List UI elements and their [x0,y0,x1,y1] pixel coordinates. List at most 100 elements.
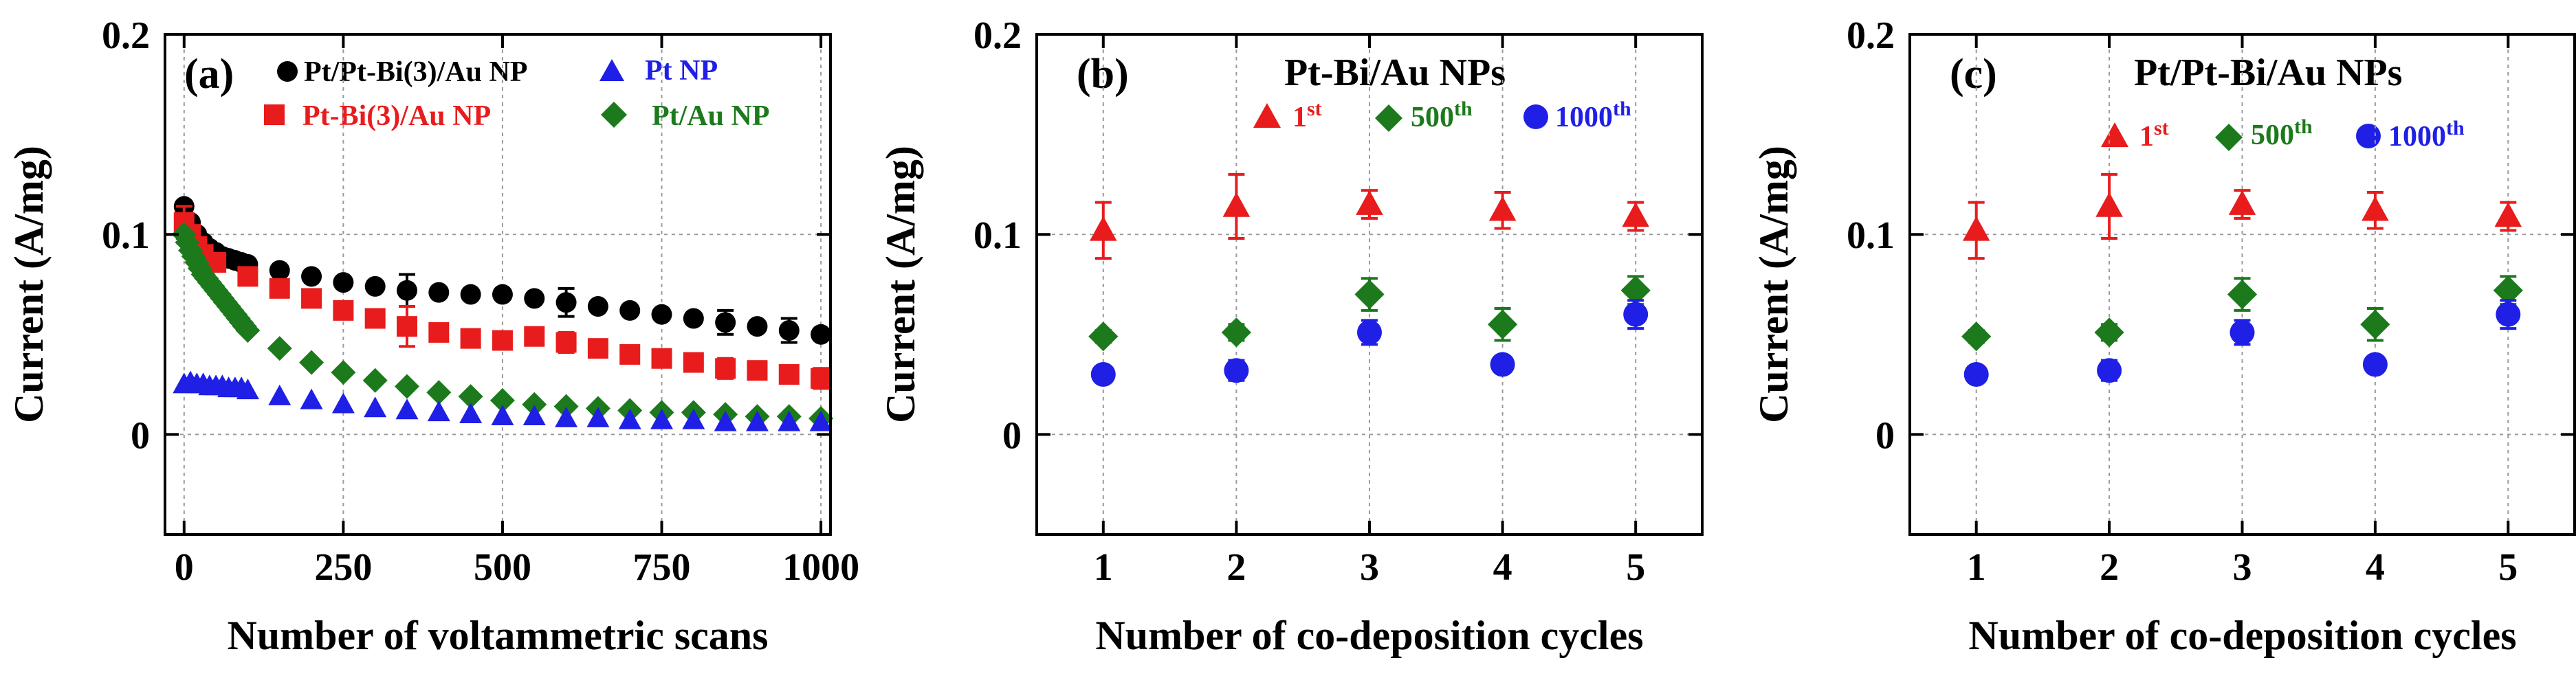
legend-label-pt: Pt NP [645,55,718,87]
data-point-pt-pt-bi-3-au-np [747,316,768,337]
x-tick-label: 4 [1493,546,1512,589]
data-point-1st [2095,192,2123,217]
legend-label-500th: 500th [1411,98,1473,133]
data-point-1st [1622,202,1649,227]
legend-label-1000th-num: 1000 [2388,121,2446,153]
data-point-pt-bi-3-au-np [683,352,704,373]
y-axis-title: Current (A/mg) [6,146,52,423]
data-point-pt-au-np [235,317,261,343]
x-axis-title: Number of co-deposition cycles [1095,613,1643,658]
data-point-pt-pt-bi-3-au-np [492,284,513,305]
legend-marker-1000th [1523,104,1548,129]
data-point-pt-pt-bi-3-au-np [397,280,417,301]
data-point-1st [1222,192,1251,217]
data-point-pt-np [268,384,291,405]
legend-label-500th-sup: th [2294,115,2313,138]
legend-marker-1000th [2356,124,2381,148]
series-500th [1088,275,1651,352]
data-point-pt-bi-3-au-np [555,332,577,353]
y-tick-label: 0.2 [973,14,1022,57]
data-point-pt-pt-bi-3-au-np [524,288,545,309]
data-point-500th [2227,279,2258,310]
data-point-pt-bi-3-au-np [428,322,450,343]
data-point-1000th [1623,302,1649,327]
data-point-1000th [1090,362,1116,387]
x-tick-label: 1 [1094,546,1113,589]
x-tick-label: 5 [1626,546,1645,589]
legend-label-1000th-sup: th [2446,117,2465,139]
series-500th [1961,275,2523,352]
data-point-pt-pt-bi-3-au-np [364,275,386,297]
legend-label-pt-bi3-au: Pt-Bi(3)/Au NP [302,100,491,132]
x-tick-label: 2 [1226,546,1246,589]
data-point-pt-au-np [553,394,579,419]
panel-a: (a) Pt/Pt-Bi(3)/Au NP Pt NP Pt-Bi(3)/Au … [6,14,859,658]
data-point-pt-bi-3-au-np [587,338,608,359]
x-tick-label: 1 [1967,546,1986,589]
legend-label-1000th: 1000th [1555,98,1631,133]
panel-a-legend: Pt/Pt-Bi(3)/Au NP Pt NP Pt-Bi(3)/Au NP P… [264,55,770,132]
data-point-pt-au-np [426,380,452,405]
data-point-1st [1488,196,1517,221]
legend-marker-1st [1253,103,1281,128]
data-point-pt-np [555,406,578,427]
series-1000th [1963,299,2521,387]
y-tick-label: 0.2 [102,14,150,57]
x-tick-label: 250 [314,546,372,589]
legend-label-1st: 1st [2139,117,2169,153]
data-point-pt-pt-bi-3-au-np [651,304,672,325]
series-pt-np [173,370,833,431]
data-point-1000th [1224,358,1249,383]
series-1000th [1090,299,1649,387]
panel-b-legend: 1st 500th 1000th [1253,98,1631,133]
data-point-pt-au-np [299,350,324,375]
y-tick-label: 0.1 [973,214,1022,257]
data-point-pt-np [331,392,355,414]
data-point-1000th [2496,302,2521,327]
x-tick-label: 3 [2233,546,2252,589]
data-point-pt-np [300,388,323,409]
data-point-1000th [2230,319,2255,345]
x-tick-label: 5 [2498,546,2518,589]
legend-label-500th: 500th [2251,115,2313,151]
data-point-500th [2094,317,2124,348]
legend-label-1st: 1st [1292,98,1322,133]
data-point-pt-pt-bi-3-au-np [460,284,481,305]
x-tick-label: 1000 [782,546,859,589]
x-axis-title: Number of voltammetric scans [227,613,768,658]
legend-marker-500th [2215,124,2243,151]
x-tick-label: 4 [2366,546,2385,589]
data-point-500th [1620,275,1651,306]
data-point-pt-pt-bi-3-au-np [333,272,354,293]
data-point-pt-au-np [522,392,547,417]
legend-label-500th-num: 500 [1411,102,1454,133]
data-point-500th [1221,317,1251,348]
data-point-pt-bi-3-au-np [397,316,417,337]
data-point-pt-np [395,398,419,420]
x-tick-label: 2 [2100,546,2119,589]
data-point-pt-np [586,406,610,427]
y-tick-label: 0.1 [102,214,150,257]
legend-label-1st-num: 1 [2139,121,2154,153]
data-point-pt-bi-3-au-np [715,358,736,379]
data-point-1st [1090,216,1117,241]
panel-c: (c) Pt/Pt-Bi/Au NPs 1st 500th 1000th 00.… [1751,14,2576,658]
x-tick-label: 3 [1360,546,1379,589]
data-point-1st [2228,190,2256,215]
data-point-pt-bi-3-au-np [364,308,386,329]
data-point-pt-bi-3-au-np [524,326,545,347]
legend-marker-pt-bi3-au [264,104,285,125]
data-point-pt-pt-bi-3-au-np [778,319,800,341]
legend-marker-pt-au [601,102,627,128]
legend-label-pt-au: Pt/Au NP [652,100,770,132]
x-tick-label: 0 [175,546,194,589]
panel-a-label: (a) [184,51,234,98]
data-point-pt-bi-3-au-np [492,330,513,351]
y-tick-label: 0.1 [1847,214,1895,257]
data-point-pt-np [809,410,833,431]
data-point-pt-bi-3-au-np [460,328,481,349]
data-point-1000th [1357,319,1382,345]
plot-frame [164,33,832,536]
series-1st [1962,172,2522,260]
